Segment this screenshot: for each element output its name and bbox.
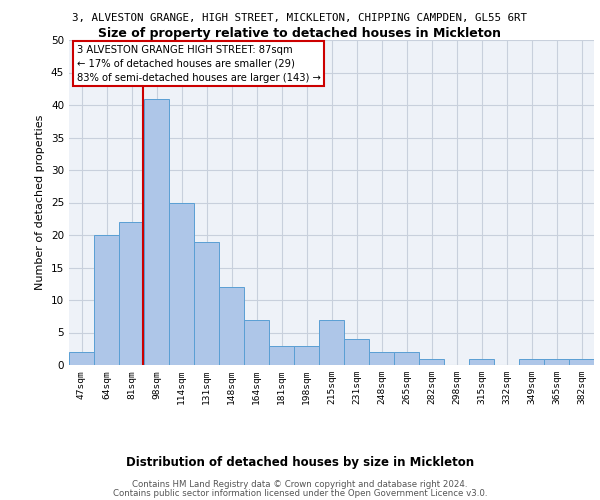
Bar bbox=[344, 339, 369, 365]
Bar bbox=[119, 222, 144, 365]
Text: Contains public sector information licensed under the Open Government Licence v3: Contains public sector information licen… bbox=[113, 488, 487, 498]
Text: Size of property relative to detached houses in Mickleton: Size of property relative to detached ho… bbox=[98, 28, 502, 40]
Bar bbox=[294, 346, 319, 365]
Bar bbox=[269, 346, 294, 365]
Y-axis label: Number of detached properties: Number of detached properties bbox=[35, 115, 46, 290]
Bar bbox=[369, 352, 394, 365]
Bar bbox=[544, 358, 569, 365]
Bar bbox=[519, 358, 544, 365]
Bar bbox=[144, 98, 169, 365]
Bar bbox=[94, 235, 119, 365]
Bar bbox=[419, 358, 444, 365]
Text: 3 ALVESTON GRANGE HIGH STREET: 87sqm
← 17% of detached houses are smaller (29)
8: 3 ALVESTON GRANGE HIGH STREET: 87sqm ← 1… bbox=[77, 45, 321, 83]
Bar bbox=[569, 358, 594, 365]
Bar bbox=[169, 202, 194, 365]
Text: Distribution of detached houses by size in Mickleton: Distribution of detached houses by size … bbox=[126, 456, 474, 469]
Bar bbox=[194, 242, 219, 365]
Bar bbox=[394, 352, 419, 365]
Bar bbox=[244, 320, 269, 365]
Bar bbox=[69, 352, 94, 365]
Text: 3, ALVESTON GRANGE, HIGH STREET, MICKLETON, CHIPPING CAMPDEN, GL55 6RT: 3, ALVESTON GRANGE, HIGH STREET, MICKLET… bbox=[73, 12, 527, 22]
Bar bbox=[469, 358, 494, 365]
Bar bbox=[219, 287, 244, 365]
Text: Contains HM Land Registry data © Crown copyright and database right 2024.: Contains HM Land Registry data © Crown c… bbox=[132, 480, 468, 489]
Bar bbox=[319, 320, 344, 365]
